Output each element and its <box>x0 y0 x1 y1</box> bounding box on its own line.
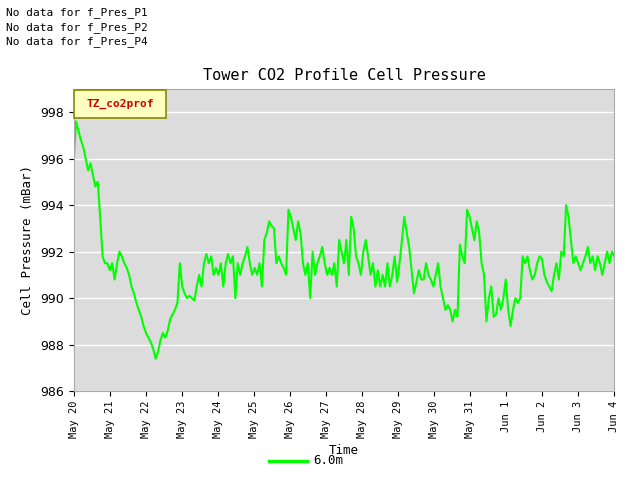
Text: TZ_co2prof: TZ_co2prof <box>86 98 154 109</box>
Text: No data for f_Pres_P4: No data for f_Pres_P4 <box>6 36 148 47</box>
Text: 6.0m: 6.0m <box>314 454 344 468</box>
Y-axis label: Cell Pressure (mBar): Cell Pressure (mBar) <box>22 165 35 315</box>
Text: No data for f_Pres_P1: No data for f_Pres_P1 <box>6 7 148 18</box>
Title: Tower CO2 Profile Cell Pressure: Tower CO2 Profile Cell Pressure <box>203 69 485 84</box>
Text: No data for f_Pres_P2: No data for f_Pres_P2 <box>6 22 148 33</box>
X-axis label: Time: Time <box>329 444 359 457</box>
